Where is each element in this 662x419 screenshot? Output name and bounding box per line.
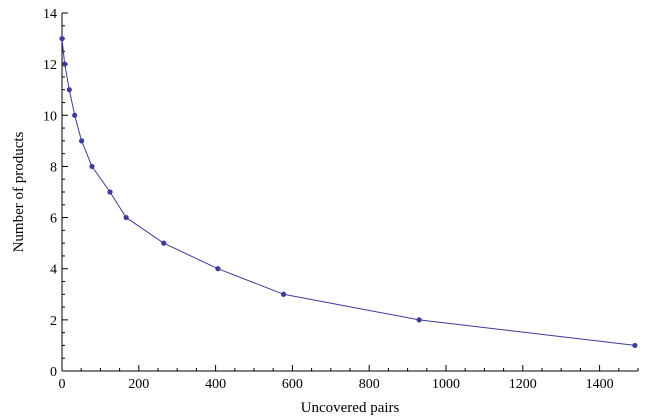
y-tick-label: 14 xyxy=(43,7,57,22)
data-point xyxy=(78,138,85,144)
x-tick-label: 200 xyxy=(128,377,149,392)
series-layer xyxy=(59,35,638,349)
x-tick-label: 600 xyxy=(282,377,303,392)
y-tick-label: 8 xyxy=(50,160,57,175)
data-point xyxy=(62,61,68,67)
data-point xyxy=(416,317,422,323)
data-point xyxy=(215,266,221,272)
data-point xyxy=(632,342,638,349)
data-point xyxy=(59,35,65,42)
x-tick-label: 0 xyxy=(59,377,66,392)
y-axis: 0 2 4 6 8 10 12 14 xyxy=(43,7,68,380)
x-tick-label: 1400 xyxy=(586,377,614,392)
y-tick-label: 2 xyxy=(50,314,57,329)
x-tick-label: 1200 xyxy=(509,377,537,392)
y-axis-label: Number of products xyxy=(11,131,27,252)
x-tick-label: 1000 xyxy=(432,377,460,392)
data-point xyxy=(66,87,72,93)
y-tick-label: 6 xyxy=(50,212,57,227)
y-tick-label: 10 xyxy=(43,109,57,124)
x-tick-label: 400 xyxy=(205,377,226,392)
x-tick-label: 800 xyxy=(359,377,380,392)
x-axis-label: Uncovered pairs xyxy=(301,400,400,416)
data-point xyxy=(72,112,78,118)
y-tick-label: 12 xyxy=(43,58,57,73)
data-point xyxy=(280,291,287,297)
data-point xyxy=(107,189,113,195)
data-point xyxy=(89,163,95,170)
y-tick-label: 0 xyxy=(50,365,57,380)
series-line xyxy=(61,38,635,346)
data-point xyxy=(161,240,167,246)
data-point xyxy=(123,214,129,221)
x-axis: 0 200 400 600 800 1000 1200 1400 xyxy=(59,365,639,392)
y-tick-label: 4 xyxy=(50,263,57,278)
